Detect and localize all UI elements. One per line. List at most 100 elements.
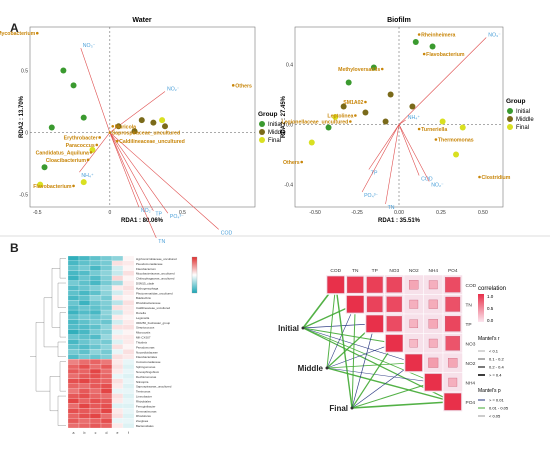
heatmap-row-label-nocardioidaceae: Nocardioidaceae (136, 350, 158, 354)
corr-cell-2-2 (366, 315, 384, 333)
heatmap-cell-6-3 (100, 285, 113, 291)
heatmap-cell-27-2 (89, 388, 102, 394)
water-env-label-no3-0: NO₃⁻ (83, 43, 96, 49)
heatmap-row-label-dsm15-clade: DSM15_clade (136, 282, 155, 286)
biofilm-xtick-0: -0.50 (309, 210, 321, 216)
heatmap-cell-20-3 (100, 354, 113, 360)
heatmap-cell-24-3 (100, 373, 113, 379)
water-species-label-others: Others (235, 83, 252, 89)
water-species-label-caldilineaceae-uncultured: Caldilineaceae_uncultured (119, 139, 185, 145)
corr-row-label-no3: NO3 (466, 341, 476, 347)
biofilm-species-marker-4 (354, 114, 357, 117)
mantel-p-entry-3: < 0.05 (489, 414, 501, 419)
heatmap-cell-21-4 (111, 359, 124, 365)
heatmap-cell-9-3 (100, 300, 113, 306)
heatmap-cell-3-3 (100, 270, 113, 276)
heatmap-cell-2-4 (111, 265, 124, 271)
dendro-branch-0 (59, 258, 66, 279)
water-xtick-2: 0.5 (179, 210, 186, 216)
heatmap-cell-2-1 (78, 265, 91, 271)
biofilm-species-label-thermomonas: Thermomonas (438, 138, 474, 144)
corr-cell-3-4 (409, 339, 418, 348)
mantel-link-middle-nh4 (326, 367, 434, 383)
corr-cell-6-6 (444, 393, 462, 411)
mantel-node-final (350, 406, 354, 410)
heatmap-cell-16-1 (78, 334, 91, 340)
water-ytick-1: 0 (25, 131, 28, 137)
heatmap-dendrogram (30, 258, 66, 426)
biofilm-species-marker-3 (364, 100, 367, 104)
water-xtick-0: -0.5 (33, 210, 42, 216)
rda-water-legend-middle-marker (259, 129, 265, 135)
heatmap-cell-27-5 (122, 388, 135, 394)
biofilm-arrow-tp-2 (368, 124, 400, 170)
dendro-branch-4 (59, 361, 66, 392)
rda-biofilm-legend-initial-marker (507, 108, 513, 114)
water-species-label-paracoccus: Paracoccus (66, 143, 95, 149)
rda-biofilm-legend-initial: Initial (516, 109, 530, 115)
heatmap-cell-32-3 (100, 413, 113, 419)
heatmap-cell-9-4 (111, 300, 124, 306)
heatmap-cell-24-2 (89, 373, 102, 379)
heatmap-row-label-plectonematidae-uncultured: Plectonematidae_uncultured (136, 291, 173, 295)
heatmap-cell-10-1 (78, 305, 91, 311)
heatmap-cell-1-3 (100, 260, 113, 266)
mantel-link-middle-no2 (326, 362, 414, 369)
biofilm-env-label-no3-0: NO₃⁻ (488, 33, 501, 39)
mantel-node-label-middle: Middle (298, 364, 324, 373)
dendro-node-root (35, 322, 50, 392)
heatmap-cell-14-3 (100, 324, 113, 330)
heatmap-cell-32-5 (122, 413, 135, 419)
corr-cell-0-5 (428, 280, 438, 290)
heatmap-cell-22-2 (89, 364, 102, 370)
biofilm-species-marker-7 (434, 138, 438, 141)
corr-cell-2-3 (386, 316, 402, 332)
correlation-triangle: COD COD TN TN TP TP NO3 NO3 NO2 NO2 NH4 NH4 PO4 PO4 (325, 268, 477, 412)
rda-water-legend: Group Initial Middle Final (258, 111, 286, 144)
heatmap-cell-24-1 (78, 373, 91, 379)
rda-biofilm-xlabel: RDA1 : 35.51% (378, 218, 421, 224)
heatmap-cell-17-5 (122, 339, 135, 345)
biofilm-env-label-no2-6: NO₂⁻ (431, 183, 444, 189)
biofilm-species-marker-1 (422, 52, 426, 56)
heatmap-cell-16-2 (89, 334, 102, 340)
water-point-initial-0 (60, 67, 67, 74)
heatmap-cell-8-5 (122, 295, 135, 301)
heatmap-cell-24-0 (67, 373, 80, 379)
mantel-network: Initial Middle Final (278, 284, 454, 413)
mantel-link-middle-no3 (326, 342, 395, 369)
heatmap-cell-23-0 (67, 368, 80, 375)
heatmap-cell-14-2 (89, 324, 102, 330)
heatmap-cell-10-3 (100, 305, 113, 311)
rda-water-title: Water (132, 17, 151, 24)
heatmap-cell-17-3 (100, 339, 113, 345)
mantel-r-legend: Mantel's r < 0.1 0.1 - 0.2 0.2 - 0.4 > =… (478, 336, 504, 378)
heatmap-cell-3-5 (122, 270, 135, 276)
heatmap-cell-25-0 (67, 378, 80, 384)
heatmap-cell-5-3 (100, 280, 113, 286)
heatmap-cell-1-0 (67, 260, 80, 266)
water-xtick-1: 0 (108, 210, 111, 216)
heatmap-cell-21-3 (100, 359, 113, 365)
heatmap-cell-11-0 (67, 309, 80, 316)
heatmap-cell-32-2 (89, 413, 102, 419)
water-species-marker-9 (72, 184, 75, 188)
heatmap-row-label-terrimonas: Terrimonas (136, 390, 151, 394)
heatmap-cell-33-1 (78, 418, 91, 424)
biofilm-point-final-0 (459, 124, 466, 131)
water-arrow-no3-0 (80, 48, 111, 133)
water-species-marker-4 (98, 136, 101, 139)
heatmap-colorbar (191, 256, 198, 294)
mantel-link-final-nh4 (351, 381, 434, 409)
heatmap-cell-0-4 (111, 255, 124, 262)
heatmap-cell-14-4 (111, 324, 124, 330)
biofilm-point-final-1 (308, 139, 315, 146)
heatmap-cell-21-5 (122, 359, 135, 365)
heatmap-cell-11-4 (111, 309, 124, 316)
water-species-marker-5 (115, 139, 119, 143)
heatmap-cell-19-0 (67, 349, 80, 355)
biofilm-arrow-po4-3 (361, 124, 400, 193)
heatmap-cell-31-0 (67, 408, 80, 414)
correlation-legend-tick-1: 1.0 (487, 294, 494, 299)
